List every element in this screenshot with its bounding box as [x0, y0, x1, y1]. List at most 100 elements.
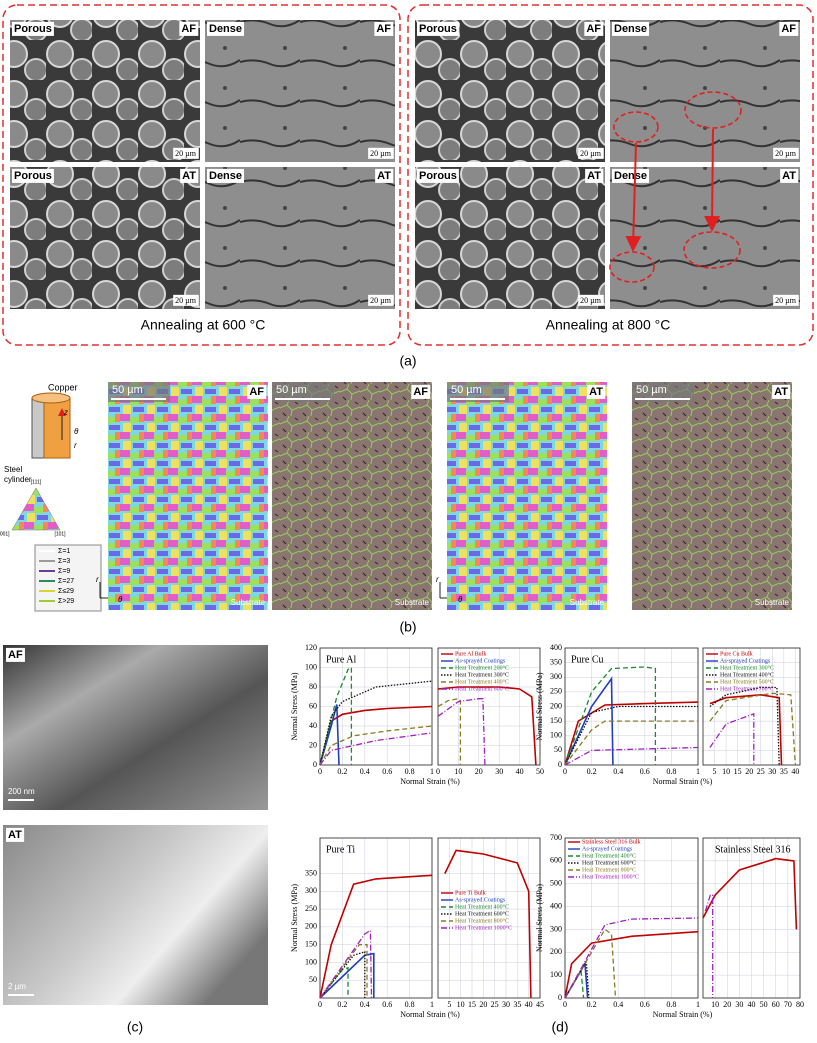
chart-title: Pure Al	[326, 654, 357, 665]
y-tick-label: 300	[550, 924, 562, 933]
y-tick-label: 100	[550, 970, 562, 979]
label-box	[772, 384, 791, 399]
x-tick-label: 30	[495, 767, 503, 776]
image-label: AF	[249, 386, 264, 398]
scale-label: 50 µm	[276, 384, 307, 396]
curve	[709, 712, 755, 765]
x-tick-label: 40	[525, 1000, 533, 1009]
sigma-label: Σ=9	[58, 568, 70, 575]
label-box	[374, 21, 394, 36]
scale-label: 50 µm	[636, 384, 667, 396]
axis-symbol: θ	[118, 595, 123, 604]
y-tick-label: 250	[305, 904, 317, 913]
legend-label: Heat Treatment 600°C	[455, 910, 509, 917]
x-tick-label: 80	[796, 1000, 804, 1009]
x-tick-label: 0.2	[587, 767, 597, 776]
curve	[319, 732, 433, 766]
curve	[319, 704, 340, 766]
legend-label: As-sprayed Coatings	[720, 658, 771, 664]
legend-label: Heat Treatment 400°C	[582, 852, 636, 859]
y-tick-label: 100	[305, 957, 317, 966]
curve	[564, 720, 698, 766]
sigma-label: Σ≤29	[58, 588, 74, 595]
group-frame	[2, 4, 401, 346]
x-tick-label: 50	[536, 767, 544, 776]
micrograph	[415, 20, 605, 162]
label-box	[375, 168, 394, 183]
sigma-label: Σ=3	[58, 558, 70, 565]
y-tick-label: 250	[550, 687, 562, 696]
legend-label: Heat Treatment 1000°C	[455, 924, 512, 931]
label-box	[773, 147, 799, 159]
substrate-label: Substrate	[570, 598, 605, 607]
x-tick-label: 20	[475, 767, 483, 776]
x-tick-label: 40	[516, 767, 524, 776]
orientation-map	[272, 382, 432, 610]
x-axis-label: Normal Strain (%)	[653, 1010, 713, 1019]
orientation-map	[447, 382, 607, 610]
x-tick-label: 0	[563, 767, 567, 776]
image-label: 20 µm	[175, 149, 197, 158]
micrograph	[610, 167, 800, 309]
label-box	[411, 384, 431, 399]
axis-symbol: r	[96, 575, 99, 584]
x-tick-label: 30	[768, 767, 776, 776]
chart-title: Pure Cu	[571, 654, 604, 665]
orientation-map	[108, 382, 268, 610]
curve	[702, 857, 798, 930]
x-tick-label: 10	[454, 767, 462, 776]
scale-box	[108, 382, 170, 402]
y-tick-label: 80	[309, 682, 317, 691]
substrate-label: Substrate	[231, 598, 266, 607]
image-label: AF	[781, 23, 796, 35]
sigma-label: Σ=1	[58, 548, 70, 555]
x-tick-label: 35	[513, 1000, 521, 1009]
x-tick-label: 0.6	[640, 767, 650, 776]
schematic-label: cylinder	[4, 475, 32, 484]
curve	[319, 950, 366, 999]
chart-title: Stainless Steel 316	[715, 844, 791, 855]
image-label: 20 µm	[370, 149, 392, 158]
label-box	[584, 21, 604, 36]
image-label: 20 µm	[580, 296, 602, 305]
legend-label: Heat Treatment 300°C	[720, 664, 774, 671]
curve	[564, 928, 617, 999]
y-tick-label: 150	[550, 716, 562, 725]
image-label: Dense	[209, 170, 242, 182]
image-label: Porous	[14, 170, 52, 182]
x-axis-label: Normal Strain (%)	[400, 1010, 460, 1019]
y-tick-label: 300	[305, 886, 317, 895]
y-tick-label: 40	[309, 721, 317, 730]
y-tick-label: 350	[305, 868, 317, 877]
scale-label: 50 µm	[112, 384, 143, 396]
defect-markers	[609, 91, 742, 283]
legend-label: Pure Cu Bulk	[720, 651, 753, 657]
substrate-label: Substrate	[755, 598, 790, 607]
curve	[437, 698, 486, 766]
curve	[564, 746, 699, 766]
label-box	[578, 147, 604, 159]
label-box	[773, 294, 799, 306]
legend-label: Heat Treatment 400°C	[455, 903, 509, 910]
scale-box	[632, 382, 694, 402]
legend-label: Stainless Steel 316 Bulk	[582, 839, 641, 845]
curve	[704, 894, 714, 998]
x-tick-label: 0.6	[640, 1000, 650, 1009]
label-box	[779, 21, 799, 36]
label-box	[12, 168, 54, 183]
label-box	[6, 647, 25, 662]
image-label: AF	[586, 23, 601, 35]
curve	[319, 944, 368, 999]
axis-symbol: z	[63, 408, 68, 417]
image-label: 20 µm	[775, 296, 797, 305]
label-box	[247, 384, 267, 399]
legend-label: As-sprayed Coatings	[455, 897, 506, 903]
curve	[319, 874, 433, 999]
plot-frame	[437, 837, 541, 999]
x-tick-label: 0.8	[666, 767, 676, 776]
axis-symbol: θ	[458, 595, 463, 604]
legend-label: Heat Treatment 600°C	[455, 685, 509, 692]
y-tick-label: 0	[558, 993, 562, 1002]
scale-box	[447, 382, 509, 402]
label-box	[417, 21, 459, 36]
